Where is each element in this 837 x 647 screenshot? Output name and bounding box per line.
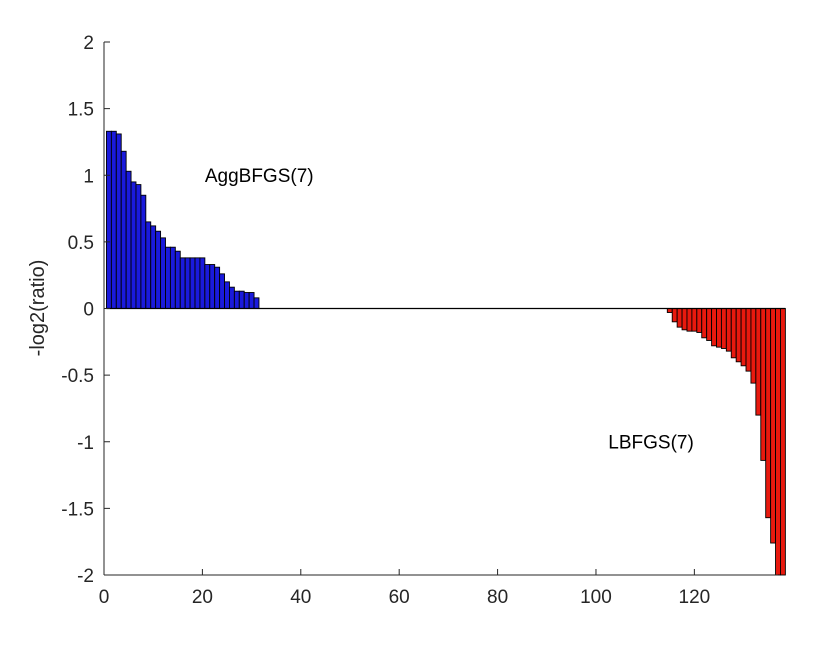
- bar: [130, 181, 137, 309]
- bar: [115, 133, 122, 309]
- x-tick-label: 80: [487, 587, 508, 608]
- x-tick-label: 40: [290, 587, 311, 608]
- bar: [125, 170, 132, 309]
- bar: [720, 308, 727, 349]
- bar: [174, 250, 181, 309]
- bar: [106, 130, 112, 309]
- y-tick-label: -1.5: [61, 499, 94, 520]
- bar: [248, 292, 255, 309]
- bar: [691, 308, 698, 332]
- bar: [204, 264, 211, 309]
- bar: [169, 246, 176, 309]
- bar: [120, 150, 127, 309]
- y-tick-label: -0.5: [61, 366, 94, 387]
- bar: [243, 292, 250, 309]
- bar: [179, 257, 186, 309]
- annotations-group: AggBFGS(7) LBFGS(7): [205, 166, 694, 454]
- x-tick-label: 100: [580, 587, 612, 608]
- bar: [701, 308, 708, 339]
- bar: [770, 308, 776, 544]
- bar: [711, 308, 717, 347]
- y-tick-label: 0: [83, 300, 94, 321]
- bar: [189, 257, 196, 309]
- bar: [214, 266, 221, 309]
- bar: [184, 257, 191, 309]
- bar: [209, 264, 216, 309]
- y-axis-title: -log2(ratio): [27, 260, 49, 357]
- bar: [716, 308, 722, 348]
- bar: [725, 308, 732, 352]
- y-tick-label: 0.5: [68, 233, 94, 254]
- y-axis-ticks: 2 1.5 1 0.5 0 -0.5 -1 -1.5 -2: [61, 33, 110, 587]
- bar: [229, 286, 235, 309]
- y-tick-label: 1: [83, 166, 94, 187]
- bar: [780, 308, 786, 576]
- x-tick-label: 120: [679, 587, 711, 608]
- bar: [194, 257, 201, 309]
- x-tick-label: 20: [192, 587, 213, 608]
- bar: [145, 221, 152, 309]
- x-tick-label: 60: [389, 587, 410, 608]
- bar: [140, 194, 147, 309]
- bar: [760, 308, 767, 461]
- bar: [155, 230, 162, 309]
- x-tick-label: 0: [99, 587, 110, 608]
- bar: [150, 225, 157, 309]
- bar: [199, 257, 206, 309]
- bar: [750, 308, 757, 384]
- bar: [110, 130, 117, 309]
- y-tick-label: -2: [77, 566, 94, 587]
- bar: [696, 308, 703, 333]
- bar: [740, 308, 747, 367]
- bar: [686, 308, 693, 332]
- bar: [233, 290, 240, 309]
- bar: [676, 308, 683, 328]
- bar: [219, 273, 225, 309]
- bar: [253, 297, 260, 309]
- bar: [165, 246, 171, 309]
- y-tick-label: 1.5: [68, 100, 94, 121]
- bar: [160, 237, 166, 309]
- bar: [745, 308, 752, 372]
- bar: [681, 308, 688, 331]
- annotation-label: AggBFGS(7): [205, 166, 314, 187]
- bar: [735, 308, 742, 363]
- y-tick-label: 2: [83, 33, 94, 54]
- bar: [775, 308, 781, 576]
- annotation-label: LBFGS(7): [608, 432, 694, 453]
- bar: [765, 308, 772, 519]
- bar: [730, 308, 737, 359]
- bar: [224, 281, 230, 309]
- bar: [755, 308, 762, 416]
- bar: [671, 308, 678, 323]
- x-axis-ticks: 0 20 40 60 80 100 120: [99, 569, 711, 608]
- y-tick-label: -1: [77, 433, 94, 454]
- bar: [706, 308, 713, 341]
- bars-group: [106, 130, 786, 576]
- bar: [238, 290, 245, 309]
- bar: [135, 184, 142, 309]
